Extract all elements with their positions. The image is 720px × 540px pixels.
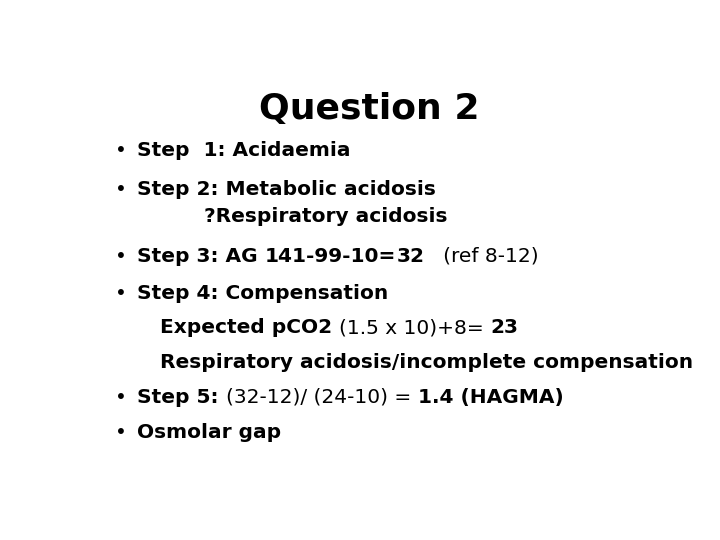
Text: Osmolar gap: Osmolar gap xyxy=(138,423,282,442)
Text: ?Respiratory acidosis: ?Respiratory acidosis xyxy=(204,207,448,226)
Text: •: • xyxy=(114,388,127,407)
Text: •: • xyxy=(114,284,127,303)
Text: 23: 23 xyxy=(490,318,518,337)
Text: •: • xyxy=(114,423,127,442)
Text: 1.4 (HAGMA): 1.4 (HAGMA) xyxy=(418,388,563,407)
Text: (ref 8-12): (ref 8-12) xyxy=(424,247,539,266)
Text: (32-12)/ (24-10) =: (32-12)/ (24-10) = xyxy=(226,388,418,407)
Text: Step 5:: Step 5: xyxy=(138,388,226,407)
Text: Respiratory acidosis/incomplete compensation: Respiratory acidosis/incomplete compensa… xyxy=(160,353,693,372)
Text: •: • xyxy=(114,180,127,199)
Text: Question 2: Question 2 xyxy=(258,92,480,126)
Text: 141-99-10=: 141-99-10= xyxy=(265,247,397,266)
Text: Expected pCO2: Expected pCO2 xyxy=(160,318,339,337)
Text: 32: 32 xyxy=(397,247,424,266)
Text: Step 2: Metabolic acidosis: Step 2: Metabolic acidosis xyxy=(138,180,436,199)
Text: Step 3: AG: Step 3: AG xyxy=(138,247,265,266)
Text: Step 4: Compensation: Step 4: Compensation xyxy=(138,284,389,303)
Text: Step  1: Acidaemia: Step 1: Acidaemia xyxy=(138,140,351,159)
Text: •: • xyxy=(114,140,127,159)
Text: (1.5 x 10)+8=: (1.5 x 10)+8= xyxy=(339,318,490,337)
Text: •: • xyxy=(114,247,127,266)
